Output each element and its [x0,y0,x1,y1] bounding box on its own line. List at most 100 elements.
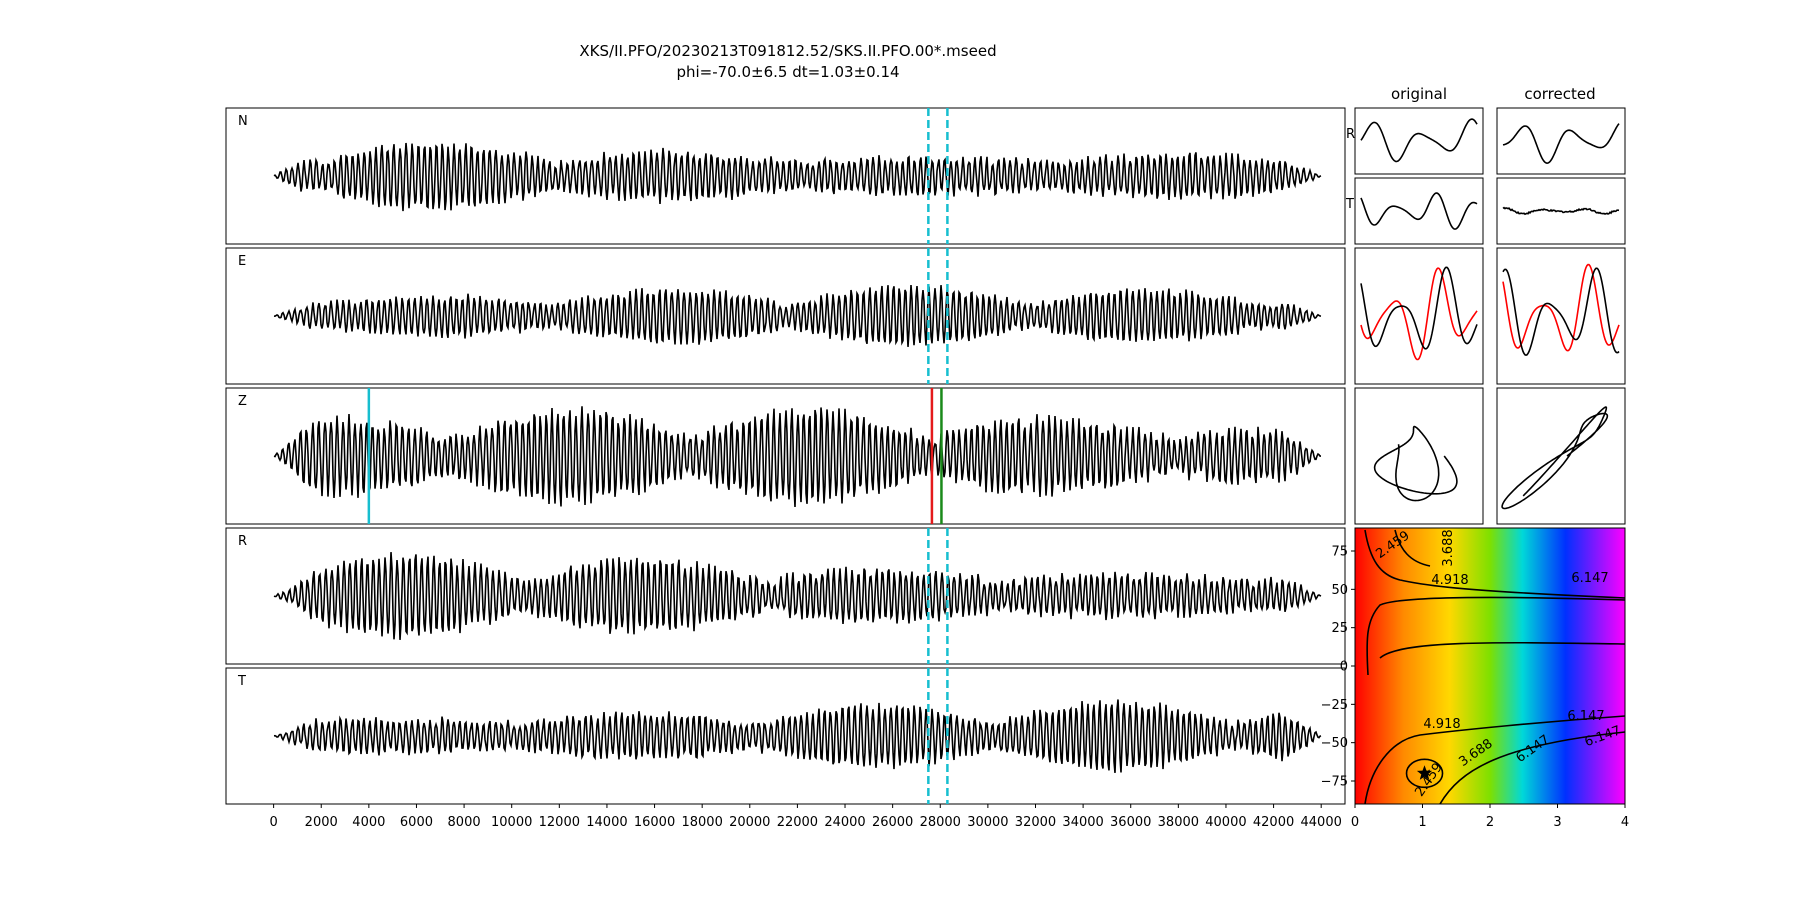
x-tick-label: 4000 [352,815,385,830]
corrected-r-panel [1496,107,1626,175]
trace-panel-frame [225,387,1346,525]
x-tick-label: 30000 [967,815,1008,830]
best-fit-star [1416,765,1433,780]
particle-motion-path [1501,406,1609,510]
x-tick-label: 1 [1418,815,1426,830]
fast-waveform [1502,263,1620,352]
trace-line [273,284,1322,347]
trace-panel-e: E [225,247,1346,385]
trace-panel-z: Z [225,387,1346,525]
title-line-1: XKS/II.PFO/20230213T091812.52/SKS.II.PFO… [579,42,996,60]
contour-label: 4.918 [1431,573,1468,588]
contour-line [1394,529,1431,567]
x-tick-label: 22000 [777,815,818,830]
particle-motion-path [1373,425,1458,502]
column-header-original: original [1391,85,1447,103]
x-tick-label: 34000 [1062,815,1103,830]
x-tick-label: 10000 [491,815,532,830]
trace-line [273,406,1321,508]
transverse-waveform [1360,192,1478,230]
original-particle-motion-panel [1354,387,1484,525]
contour-line [1366,596,1626,676]
small-panel-label-r: R [1346,127,1355,142]
trace-line [273,142,1322,212]
x-tick-label: 24000 [824,815,865,830]
original-overlay-panel [1354,247,1484,385]
corrected-particle-motion-panel [1496,387,1626,525]
transverse-waveform [1502,206,1620,216]
y-tick-label: −25 [1321,698,1348,713]
x-tick-label: 3 [1553,815,1561,830]
trace-panel-frame [225,247,1346,385]
slow-waveform [1502,267,1620,357]
trace-line [273,552,1322,640]
x-tick-label: 18000 [681,815,722,830]
trace-label: T [237,674,246,689]
x-tick-label: 12000 [539,815,580,830]
x-tick-label: 8000 [448,815,481,830]
x-tick-label: 40000 [1205,815,1246,830]
side-panel-frame [1496,107,1626,175]
dt-axis: 0 1 2 3 4 [1351,804,1629,830]
original-r-panel [1354,107,1484,175]
contour-line [1364,715,1626,805]
corrected-overlay-panel [1496,247,1626,385]
slow-waveform [1360,266,1478,350]
x-tick-label: 2 [1486,815,1494,830]
radial-waveform [1502,123,1620,165]
title-line-2: phi=-70.0±6.5 dt=1.03±0.14 [676,63,899,81]
side-panel-frame [1354,107,1484,175]
contour-label: 6.147 [1567,709,1604,724]
trace-label: Z [238,394,247,409]
side-panel-frame [1354,247,1484,385]
x-tick-label: 42000 [1253,815,1294,830]
trace-panel-t: T [225,667,1346,805]
x-tick-label: 32000 [1015,815,1056,830]
trace-label: E [238,254,246,269]
side-panel-frame [1354,177,1484,245]
phi-axis: 75 50 25 0 −25 −50 −75 [1321,545,1355,790]
corrected-t-panel [1496,177,1626,245]
y-tick-label: 25 [1331,621,1348,636]
trace-panel-n: N [225,107,1346,245]
x-tick-label: 38000 [1158,815,1199,830]
fast-waveform [1360,267,1478,361]
x-tick-label: 0 [1351,815,1359,830]
contour-label: 6.147 [1571,571,1608,586]
x-tick-label: 26000 [872,815,913,830]
x-tick-label: 28000 [920,815,961,830]
contour-line [1364,529,1626,599]
y-tick-label: −75 [1321,775,1348,790]
contour-line [1439,731,1626,805]
y-tick-label: 50 [1331,583,1348,598]
contour-confidence [1405,758,1444,789]
y-tick-label: −50 [1321,736,1348,751]
y-tick-label: 0 [1340,660,1348,675]
x-tick-label: 14000 [586,815,627,830]
trace-label: N [238,114,248,129]
trace-label: R [238,534,247,549]
radial-waveform [1360,118,1478,163]
side-panel-frame [1354,387,1484,525]
x-tick-label: 36000 [1110,815,1151,830]
small-panel-label-t: T [1345,197,1354,212]
trace-panel-frame [225,667,1346,805]
x-tick-label: 6000 [400,815,433,830]
x-tick-label: 16000 [634,815,675,830]
original-t-panel [1354,177,1484,245]
x-tick-label: 20000 [729,815,770,830]
trace-panel-r: R [225,527,1346,665]
x-tick-label: 44000 [1301,815,1342,830]
contour-label: 3.688 [1441,529,1456,566]
y-tick-label: 75 [1331,545,1348,560]
contour-line [1379,641,1626,659]
contour-label: 4.918 [1423,717,1460,732]
side-panel-frame [1496,247,1626,385]
x-tick-label: 4 [1621,815,1629,830]
trace-line [273,699,1322,773]
x-tick-label: 0 [269,815,277,830]
time-axis: 0 2000 4000 6000 8000 10000 12000 14000 16000 180… [269,804,1342,830]
